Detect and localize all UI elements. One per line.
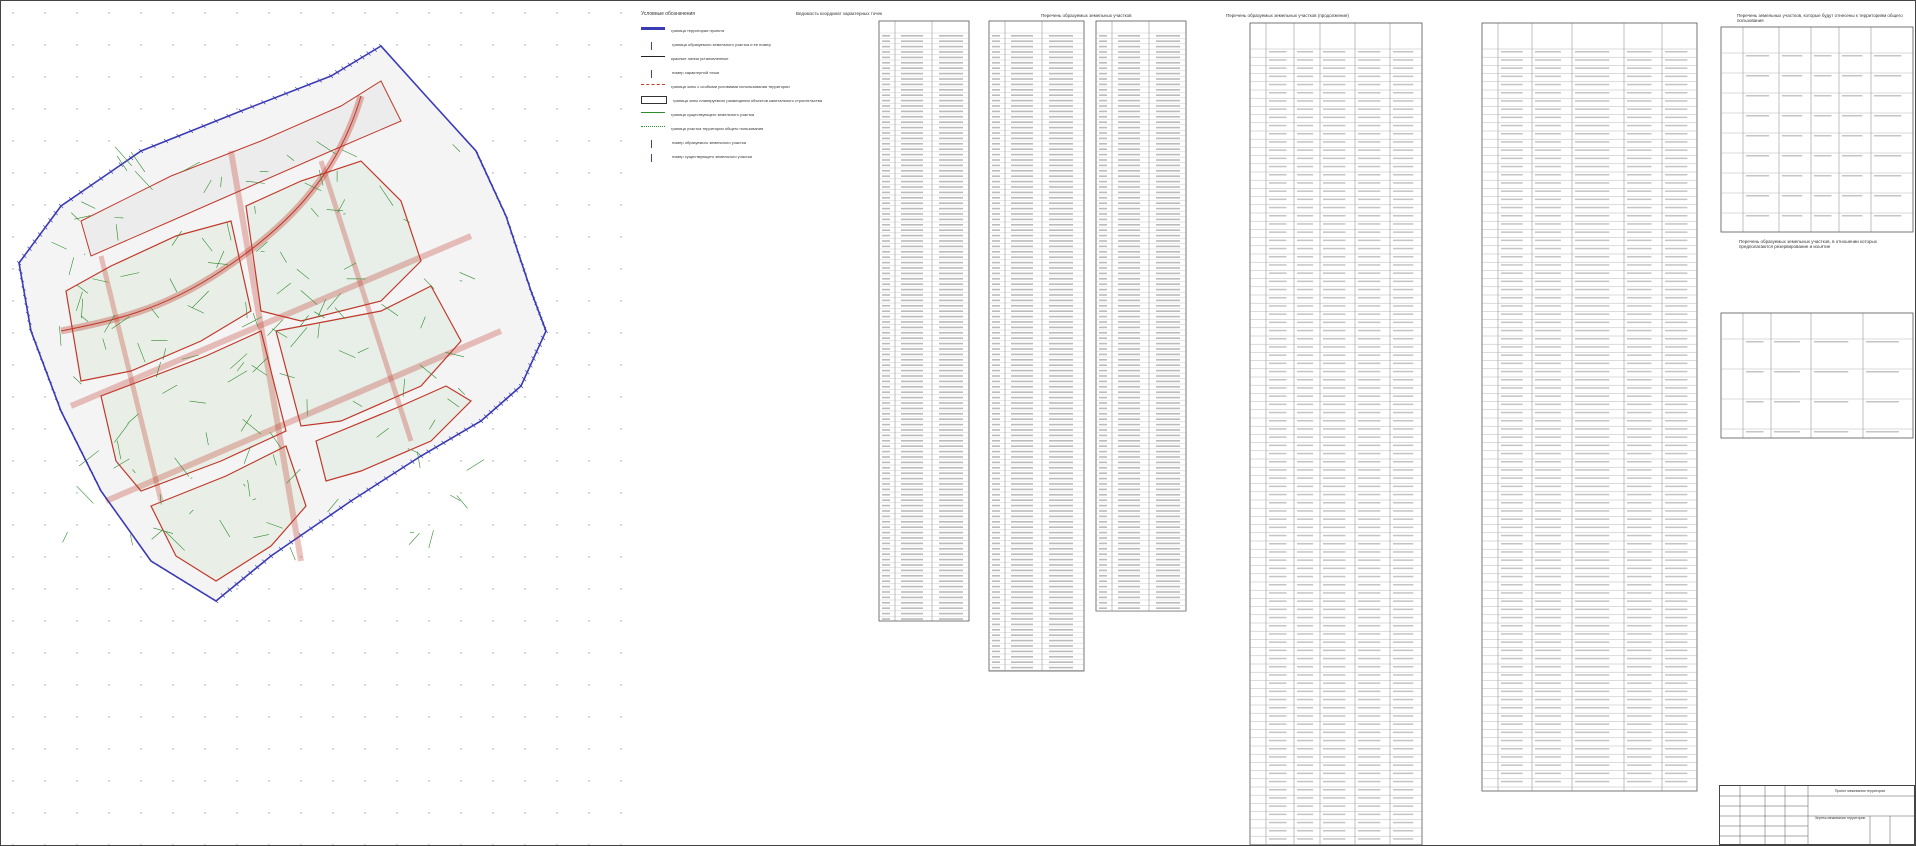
stamp-sheet-name: Чертеж межевания территории: [1814, 816, 1866, 820]
block: [100, 330, 287, 492]
legend-symbol: [651, 140, 655, 148]
legend-label: граница территории проекта: [671, 27, 725, 33]
point-ticks: [16, 43, 549, 604]
site-plan: [12, 12, 622, 845]
legend-label: номер образуемого земельного участка: [672, 139, 746, 145]
legend-item: номер существующего земельного участка: [641, 149, 861, 163]
legend-label: граница образуемого земельного участка и…: [672, 41, 771, 47]
legend-label: граница существующего земельного участка: [671, 111, 755, 117]
block: [150, 445, 307, 582]
legend-symbol: [641, 55, 665, 65]
coords-caption: Ведомость координат характерных точек: [796, 11, 882, 16]
legend-item: граница зоны с особыми условиями использ…: [641, 79, 861, 93]
road: [318, 160, 414, 442]
legend-item: граница зоны планируемого размещения объ…: [641, 93, 861, 107]
legend-label: номер характерной точки: [672, 69, 720, 75]
table1-caption: Перечень образуемых земельных участков: [1041, 13, 1132, 18]
block: [80, 80, 402, 257]
coordinate-table: [878, 20, 970, 622]
legend: Условные обозначения граница территории …: [641, 11, 861, 163]
stamp-organization: Проект межевания территории: [1834, 789, 1886, 793]
legend-label: граница участка территории общего пользо…: [671, 125, 764, 131]
table2-caption: Перечень образуемых земельных участков (…: [1226, 13, 1349, 18]
legend-symbol: [641, 96, 667, 104]
legend-item: красные линии установленные: [641, 51, 861, 65]
block: [315, 385, 472, 482]
legend-symbol: [651, 154, 655, 162]
legend-item: граница существующего земельного участка: [641, 107, 861, 121]
legend-label: граница зоны планируемого размещения объ…: [673, 97, 822, 103]
list-table: [1720, 312, 1914, 439]
legend-item: граница участка территории общего пользо…: [641, 121, 861, 135]
legend-title: Условные обозначения: [641, 11, 696, 17]
list-table: [1481, 22, 1698, 792]
legend-label: красные линии установленные: [671, 55, 729, 61]
legend-label: граница зоны с особыми условиями использ…: [671, 83, 790, 89]
legend-item: номер образуемого земельного участка: [641, 135, 861, 149]
coordinate-table: [1095, 20, 1187, 612]
list-table: [1720, 26, 1914, 233]
title-block: Проект межевания территории Чертеж межев…: [1719, 785, 1915, 845]
legend-item: граница территории проекта: [641, 23, 861, 37]
legend-symbol: [641, 111, 665, 121]
block: [245, 160, 422, 322]
block: [65, 220, 252, 382]
table3-caption: Перечень земельных участков, которые буд…: [1737, 13, 1903, 23]
legend-item: граница образуемого земельного участка и…: [641, 37, 861, 51]
road: [98, 255, 164, 502]
coordinate-table: [988, 20, 1085, 672]
road: [69, 233, 473, 409]
legend-symbol: [651, 42, 655, 50]
legend-symbol: [641, 26, 665, 38]
legend-symbol: [641, 125, 665, 135]
legend-label: номер существующего земельного участка: [672, 153, 752, 159]
main-road-edge: [60, 95, 362, 332]
legend-symbol: [641, 83, 665, 93]
table4-caption: Перечень образуемых земельных участков, …: [1739, 239, 1877, 249]
list-table: [1249, 22, 1423, 845]
legend-item: номер характерной точки: [641, 65, 861, 79]
road: [228, 150, 304, 562]
legend-symbol: [651, 70, 655, 78]
road: [104, 328, 503, 504]
block: [275, 285, 462, 427]
parcel-lines: [51, 141, 485, 561]
